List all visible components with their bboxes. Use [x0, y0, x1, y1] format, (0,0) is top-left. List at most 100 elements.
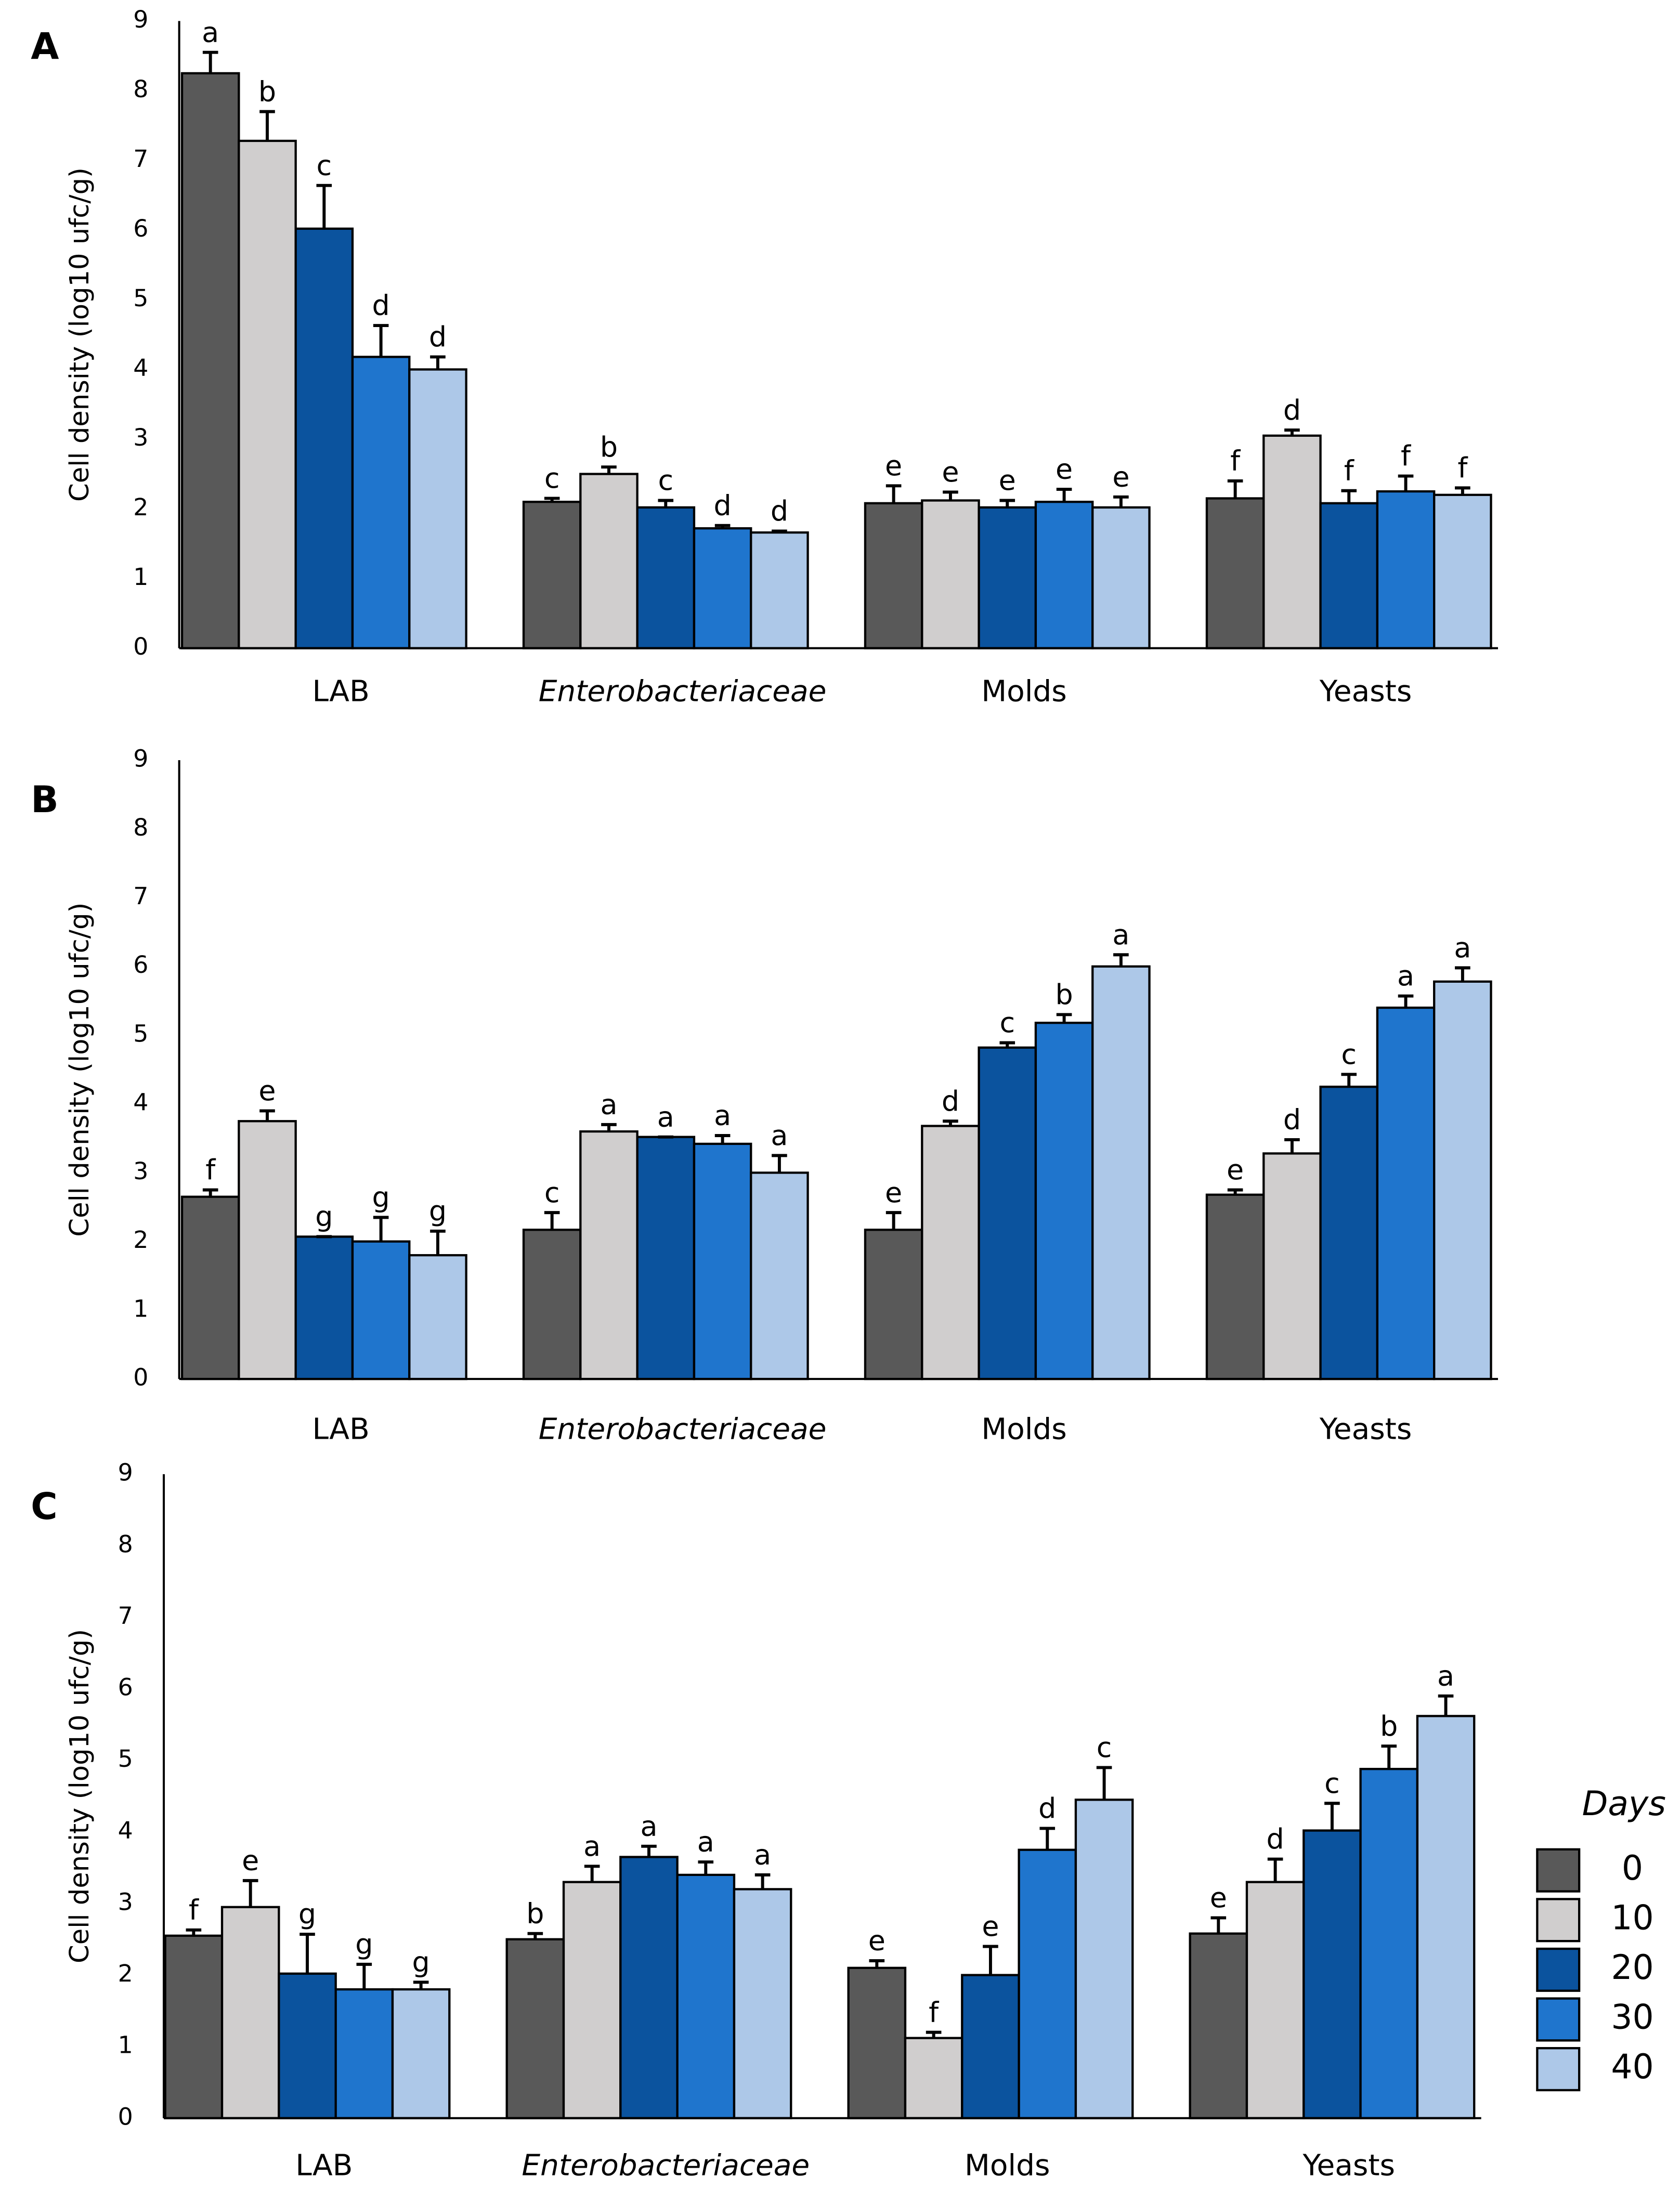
- bar: [294, 227, 354, 649]
- significance-letter: f: [1344, 454, 1355, 487]
- significance-letter: e: [942, 455, 959, 488]
- error-bar: [1438, 1694, 1454, 1716]
- y-tick-label: 9: [133, 745, 148, 773]
- significance-letter: b: [600, 431, 618, 463]
- significance-letter: g: [412, 1946, 430, 1978]
- error-bar: [601, 1123, 617, 1132]
- bar: [505, 1938, 565, 2119]
- significance-letter: e: [999, 464, 1016, 497]
- significance-letter: e: [885, 1176, 902, 1209]
- x-tick-label: Enterobacteriaceae: [539, 1412, 827, 1446]
- error-bar: [983, 1945, 998, 1975]
- y-axis-title: Cell density (log10 ufc/g): [64, 1629, 95, 1963]
- significance-letter: c: [1324, 1767, 1340, 1800]
- significance-letter: d: [372, 289, 390, 322]
- bar: [750, 1171, 809, 1380]
- error-bar: [943, 1119, 958, 1126]
- y-tick-label: 7: [118, 1602, 133, 1630]
- error-bar: [316, 184, 332, 229]
- bar: [1205, 497, 1265, 649]
- bar: [278, 1972, 337, 2119]
- error-bar: [1398, 994, 1414, 1008]
- bar: [1303, 1829, 1362, 2119]
- error-bar: [1284, 428, 1300, 436]
- significance-letter: f: [929, 1996, 939, 2028]
- y-tick-label: 5: [133, 284, 148, 312]
- bar: [351, 1240, 411, 1380]
- y-axis-title: Cell density (log10 ufc/g): [64, 903, 95, 1237]
- significance-letter: e: [1112, 460, 1129, 493]
- legend-label: 40: [1611, 2048, 1653, 2087]
- bar: [1433, 980, 1492, 1380]
- significance-letter: a: [771, 1119, 788, 1152]
- error-bar: [943, 490, 958, 501]
- significance-letter: c: [317, 149, 332, 181]
- y-tick-label: 0: [133, 1364, 148, 1391]
- error-bar: [242, 1879, 258, 1907]
- bar: [579, 473, 639, 649]
- x-tick-label: Yeasts: [1302, 2149, 1395, 2183]
- significance-letter: e: [258, 1074, 276, 1107]
- error-bar: [373, 1216, 389, 1242]
- panel-label: A: [31, 25, 59, 68]
- y-tick-label: 8: [133, 814, 148, 841]
- bar: [1376, 490, 1436, 649]
- y-tick-label: 2: [118, 1960, 133, 1987]
- bar: [864, 1229, 923, 1380]
- error-bar: [186, 1928, 202, 1936]
- bar: [1074, 1799, 1134, 2119]
- x-tick-label: LAB: [312, 674, 369, 708]
- significance-letter: a: [714, 1099, 731, 1132]
- error-bar: [259, 1109, 275, 1122]
- x-tick-label: Molds: [981, 674, 1066, 708]
- error-bar: [527, 1932, 543, 1939]
- y-tick-label: 1: [133, 563, 148, 591]
- x-tick-label: LAB: [312, 1412, 369, 1446]
- x-tick-label: Molds: [965, 2149, 1050, 2183]
- significance-letter: a: [754, 1838, 771, 1871]
- significance-letter: f: [205, 1153, 216, 1186]
- significance-letter: a: [600, 1088, 617, 1120]
- error-bar: [544, 1211, 560, 1230]
- bar: [522, 501, 582, 649]
- bar: [1034, 1022, 1094, 1380]
- significance-letter: a: [1454, 931, 1471, 964]
- legend-swatch: [1536, 1997, 1581, 2042]
- bar: [180, 72, 240, 649]
- bar: [921, 1125, 980, 1380]
- bar: [1091, 965, 1151, 1380]
- significance-letter: a: [657, 1100, 674, 1133]
- bar: [391, 1988, 451, 2119]
- significance-letter: e: [1056, 453, 1073, 486]
- x-tick-label: LAB: [295, 2149, 353, 2183]
- legend-title: Days: [1582, 1784, 1666, 1823]
- error-bar: [1113, 495, 1129, 507]
- error-bar: [1227, 1188, 1243, 1195]
- bar: [1018, 1848, 1077, 2119]
- bar: [1262, 434, 1322, 649]
- bar: [1359, 1768, 1419, 2119]
- legend-label: 30: [1611, 1998, 1653, 2037]
- bar: [1189, 1932, 1248, 2119]
- y-tick-label: 5: [133, 1020, 148, 1047]
- significance-letter: f: [1230, 445, 1241, 477]
- error-bar: [926, 2030, 942, 2038]
- y-tick-label: 0: [133, 633, 148, 660]
- bar: [1034, 501, 1094, 649]
- bar: [1262, 1152, 1322, 1380]
- bar: [408, 1254, 467, 1380]
- y-axis-title: Cell density (log10 ufc/g): [64, 167, 95, 502]
- error-bar: [413, 1980, 429, 1990]
- y-tick-label: 5: [118, 1745, 133, 1773]
- error-bar: [430, 355, 446, 370]
- y-tick-label: 3: [133, 1157, 148, 1185]
- bar: [921, 499, 980, 649]
- error-bar: [1267, 1857, 1283, 1882]
- bar: [294, 1235, 354, 1380]
- bar: [220, 1906, 280, 2119]
- error-bar: [658, 499, 674, 507]
- error-bar: [1341, 1073, 1357, 1087]
- y-tick-label: 3: [118, 1888, 133, 1916]
- legend-swatch: [1536, 2047, 1581, 2092]
- y-tick-label: 3: [133, 424, 148, 451]
